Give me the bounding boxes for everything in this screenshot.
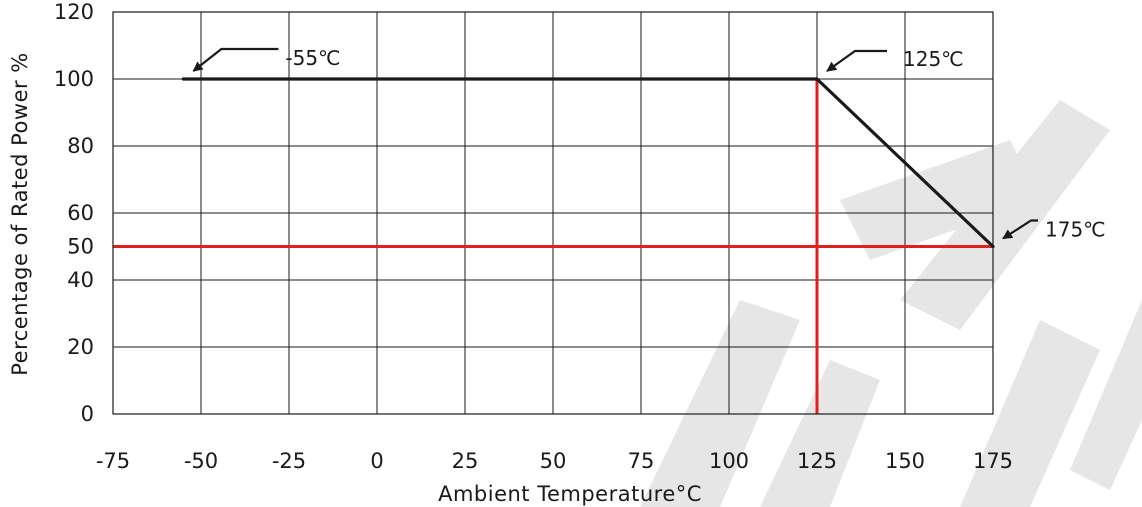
y-tick-label: 120	[54, 0, 94, 24]
plot-frame	[112, 11, 994, 415]
x-tick-label: 175	[973, 449, 1013, 473]
x-tick-label: 100	[709, 449, 749, 473]
series-point	[815, 77, 819, 81]
reference-lines	[113, 79, 993, 414]
x-tick-label: 75	[628, 449, 655, 473]
watermark	[640, 100, 1142, 507]
annotation-label: 175℃	[1045, 218, 1106, 242]
x-axis-label: Ambient Temperature°C	[438, 482, 702, 506]
x-tick-labels: -75 -50 -25 0 25 50 75 100 125 150 175	[96, 449, 1013, 473]
y-tick-label: 100	[54, 67, 94, 91]
series-point	[181, 77, 185, 81]
x-tick-label: -25	[272, 449, 306, 473]
annotations: -55℃ 125℃ 175℃	[192, 46, 1106, 242]
y-tick-label: 40	[67, 268, 94, 292]
y-tick-label: 20	[67, 335, 94, 359]
x-tick-label: 0	[370, 449, 383, 473]
x-tick-label: -75	[96, 449, 130, 473]
x-tick-label: 50	[540, 449, 567, 473]
annotation-arrow	[826, 49, 887, 72]
annotation-label: -55℃	[285, 46, 340, 70]
series-point	[991, 244, 995, 249]
y-tick-labels: 0 20 40 50 60 80 100 120	[54, 0, 94, 426]
y-axis-label: Percentage of Rated Power %	[8, 52, 32, 376]
y-tick-label: 80	[67, 134, 94, 158]
x-tick-label: 150	[885, 449, 925, 473]
y-tick-label: 50	[67, 235, 94, 259]
y-tick-label: 60	[67, 201, 94, 225]
y-tick-label: 0	[81, 402, 94, 426]
plot-grid	[113, 12, 994, 414]
annotation-arrow	[1002, 219, 1038, 240]
series-group	[181, 77, 995, 249]
annotation-label: 125℃	[903, 47, 964, 71]
x-tick-label: 25	[452, 449, 479, 473]
annotation-arrow	[192, 47, 279, 72]
x-tick-label: -50	[184, 449, 218, 473]
x-tick-label: 125	[797, 449, 837, 473]
